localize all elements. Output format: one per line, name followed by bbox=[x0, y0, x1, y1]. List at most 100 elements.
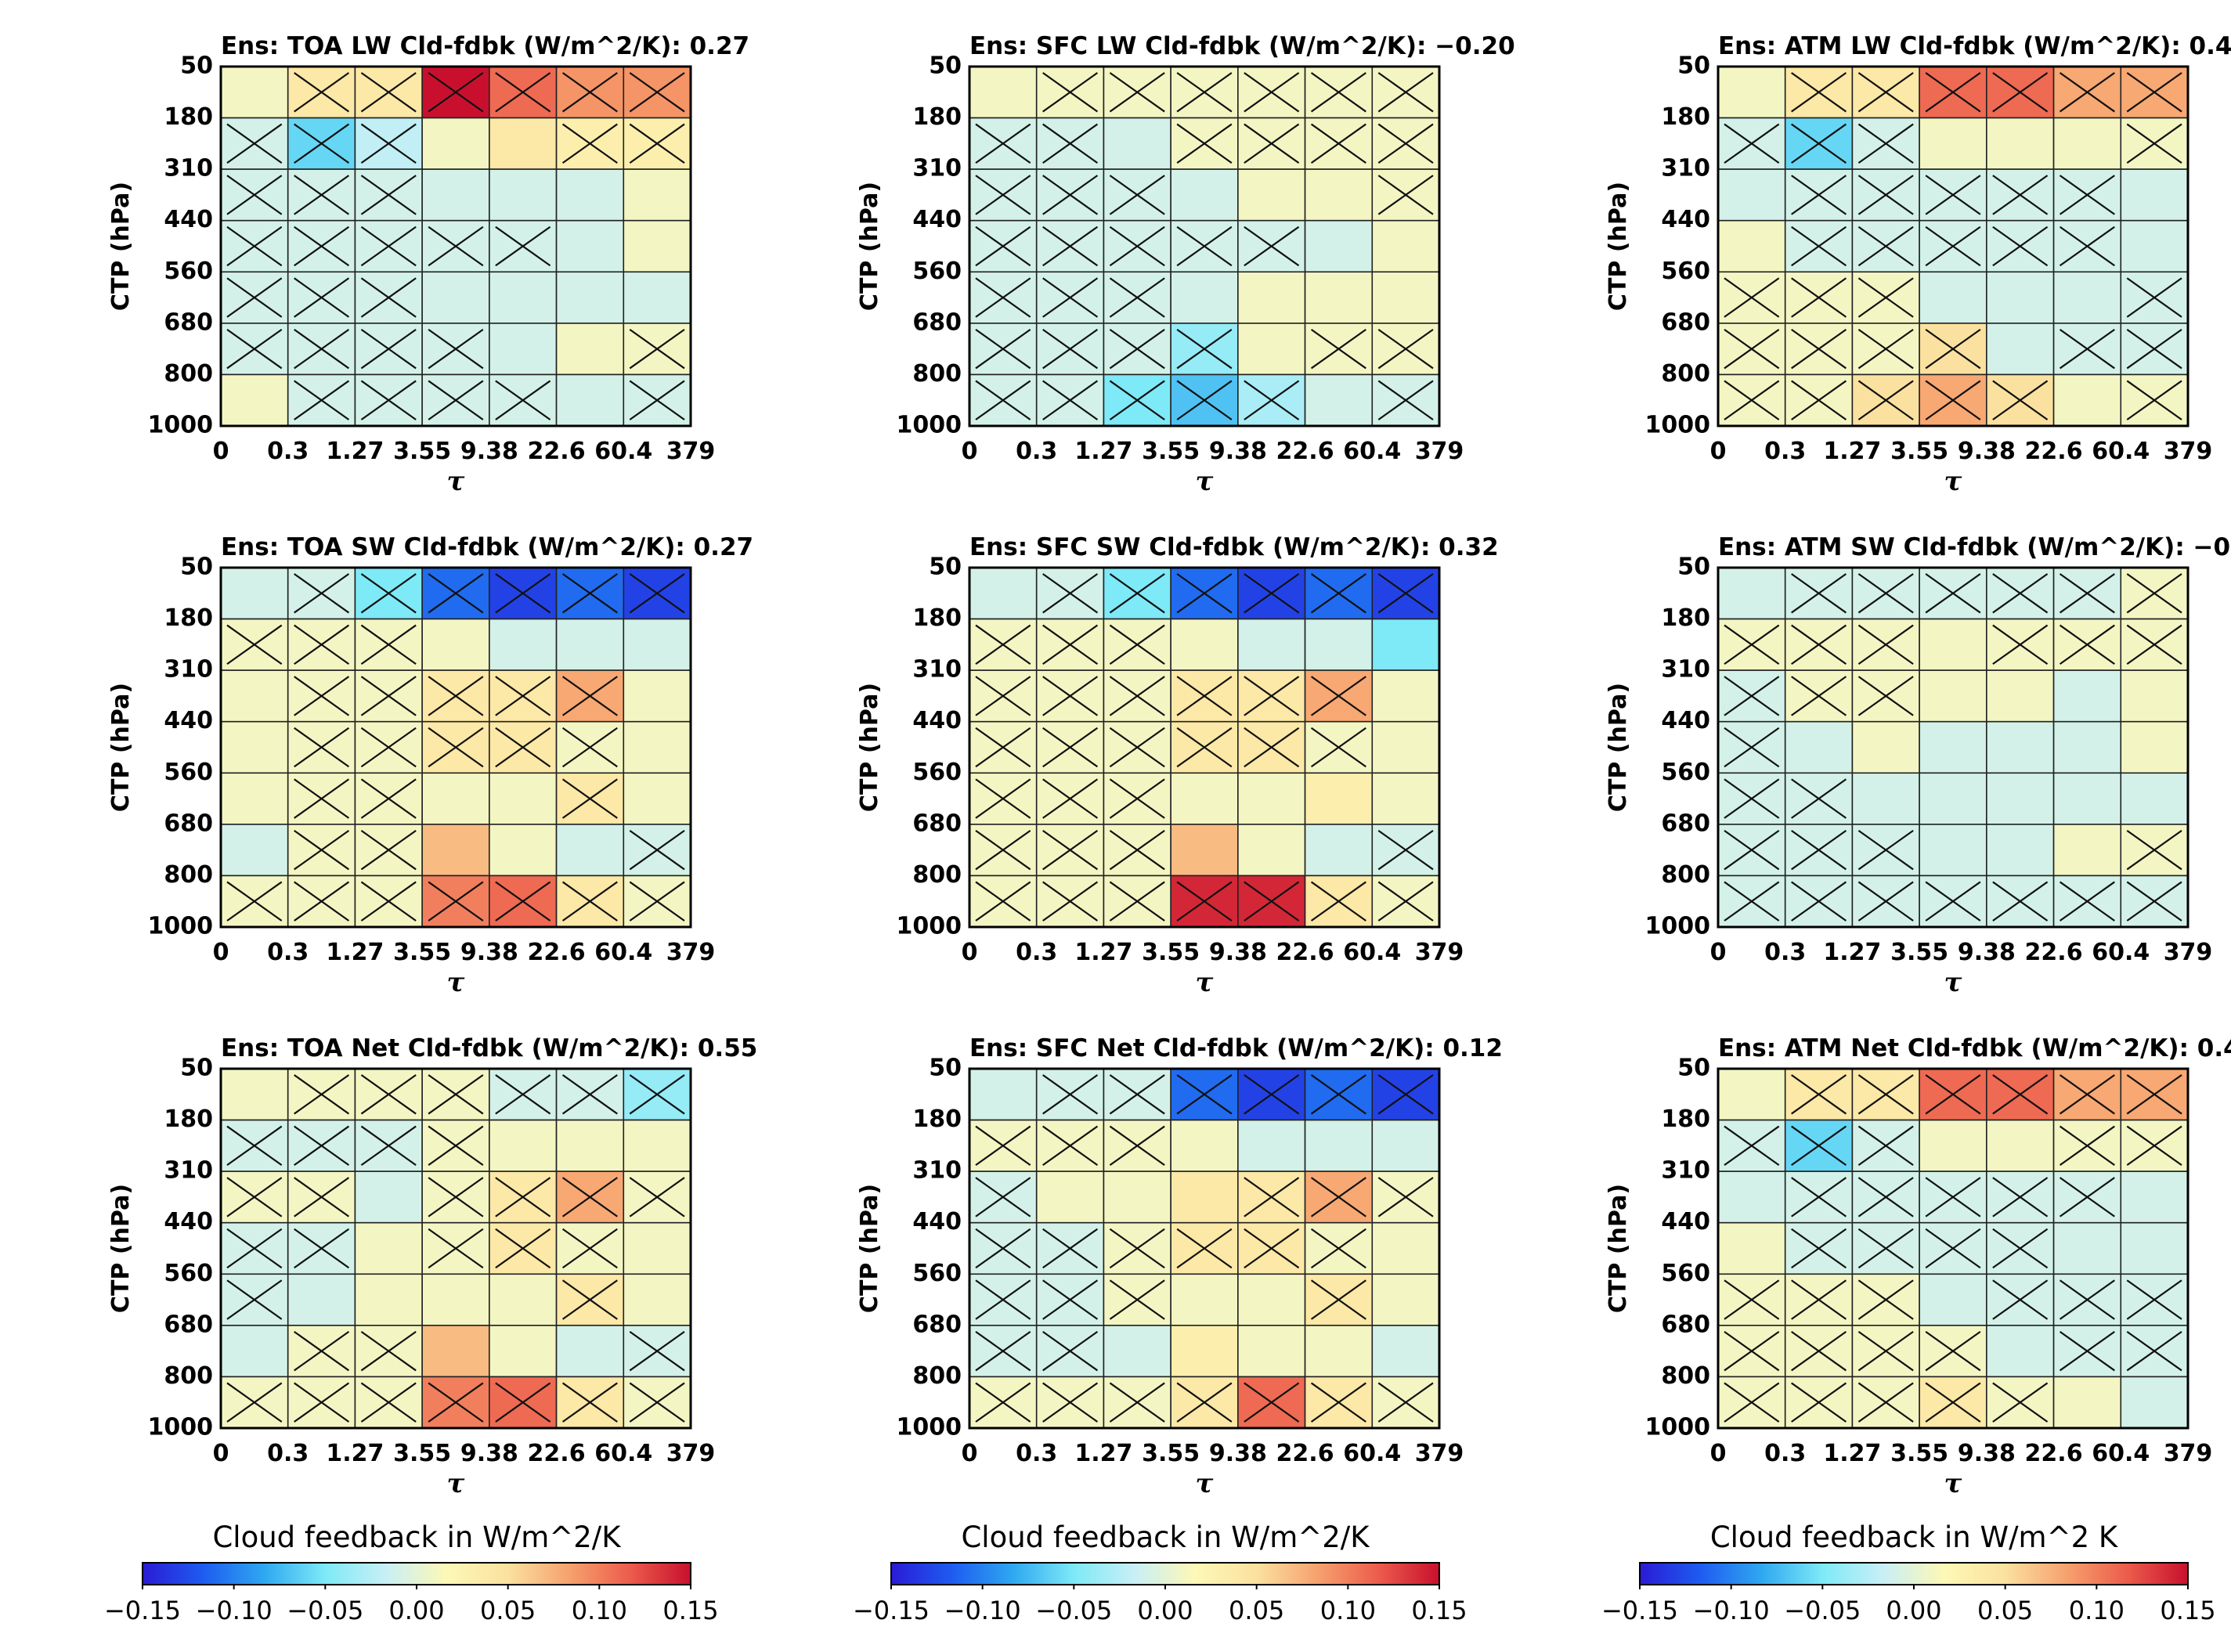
significance-cross-mark bbox=[1310, 1177, 1366, 1217]
heatmap-cell bbox=[623, 772, 691, 825]
x-tick-label: 22.6 bbox=[1276, 438, 1334, 465]
y-tick-label: 310 bbox=[164, 155, 213, 182]
heatmap-cell bbox=[1237, 271, 1306, 324]
significance-cross-mark bbox=[1310, 573, 1366, 614]
significance-cross-mark bbox=[294, 72, 350, 113]
heatmap-cell bbox=[1986, 1119, 2055, 1172]
heatmap-cell bbox=[489, 1273, 558, 1326]
colorbar-tick-label: −0.05 bbox=[1035, 1596, 1112, 1625]
y-tick-label: 1000 bbox=[1645, 412, 1711, 439]
significance-cross-mark bbox=[2059, 1074, 2115, 1115]
heatmap-cell bbox=[1237, 1273, 1306, 1326]
heatmap-cell bbox=[555, 373, 625, 427]
y-tick-label: 50 bbox=[929, 1055, 962, 1082]
heatmap-cell bbox=[555, 618, 625, 671]
heatmap-cell bbox=[1035, 323, 1105, 376]
significance-cross-mark bbox=[1377, 1382, 1434, 1423]
significance-cross-mark bbox=[495, 72, 551, 113]
significance-cross-mark bbox=[1377, 175, 1434, 215]
significance-cross-mark bbox=[561, 1074, 618, 1115]
x-tick-label: 0.3 bbox=[1764, 438, 1806, 465]
colorbar-tick-label: 0.15 bbox=[2160, 1596, 2215, 1625]
significance-cross-mark bbox=[1310, 123, 1366, 164]
significance-cross-mark bbox=[1244, 676, 1300, 716]
heatmap-cell bbox=[1717, 168, 1786, 222]
significance-cross-mark bbox=[2126, 829, 2182, 871]
heatmap-cell bbox=[1170, 373, 1239, 427]
significance-cross-mark bbox=[1724, 829, 1780, 871]
y-tick-label: 50 bbox=[929, 554, 962, 581]
heatmap-cell bbox=[421, 1325, 490, 1378]
significance-cross-mark bbox=[561, 72, 618, 113]
significance-cross-mark bbox=[294, 881, 350, 922]
significance-cross-mark bbox=[975, 676, 1031, 716]
significance-cross-mark bbox=[226, 328, 283, 370]
x-tick-label: 379 bbox=[1415, 1440, 1464, 1467]
significance-cross-mark bbox=[495, 1074, 551, 1115]
x-tick-label: 60.4 bbox=[2092, 438, 2150, 465]
heatmap-cell bbox=[1304, 824, 1374, 877]
heatmap-cell bbox=[555, 168, 625, 222]
heatmap-cell bbox=[1986, 772, 2055, 825]
x-tick-label: 60.4 bbox=[594, 1440, 652, 1467]
significance-cross-mark bbox=[1791, 175, 1847, 215]
heatmap-cell bbox=[1986, 669, 2055, 723]
significance-cross-mark bbox=[1724, 1279, 1780, 1320]
x-axis-label: τ bbox=[447, 466, 465, 497]
heatmap-cell bbox=[2120, 1170, 2189, 1224]
plot-frame bbox=[1717, 65, 2189, 427]
significance-cross-mark bbox=[1042, 1330, 1099, 1372]
x-tick-label: 0.3 bbox=[1016, 939, 1057, 966]
heatmap-cell bbox=[1237, 323, 1306, 376]
significance-cross-mark bbox=[1857, 123, 1914, 164]
significance-cross-mark bbox=[428, 1074, 484, 1115]
x-tick-label: 0 bbox=[213, 939, 229, 966]
significance-cross-mark bbox=[1042, 1125, 1099, 1167]
significance-cross-mark bbox=[1857, 829, 1914, 871]
y-tick-label: 560 bbox=[1661, 258, 1710, 285]
y-tick-label: 800 bbox=[164, 861, 213, 889]
y-tick-label: 1000 bbox=[897, 1414, 962, 1441]
significance-cross-mark bbox=[561, 1177, 618, 1217]
significance-cross-mark bbox=[1042, 1279, 1099, 1320]
heatmap-cell bbox=[2052, 373, 2122, 427]
significance-cross-mark bbox=[294, 225, 350, 267]
x-axis-label: τ bbox=[1196, 967, 1214, 998]
heatmap-cell bbox=[1170, 1325, 1239, 1378]
significance-cross-mark bbox=[629, 573, 685, 614]
y-tick-label: 180 bbox=[164, 103, 213, 131]
significance-cross-mark bbox=[975, 1125, 1031, 1167]
y-tick-label: 560 bbox=[912, 258, 962, 285]
significance-cross-mark bbox=[1244, 1074, 1300, 1115]
significance-cross-mark bbox=[1377, 881, 1434, 922]
significance-cross-mark bbox=[360, 380, 417, 420]
significance-cross-mark bbox=[1109, 1382, 1165, 1423]
significance-cross-mark bbox=[1992, 72, 2049, 113]
heatmap-cell bbox=[1986, 1325, 2055, 1378]
significance-cross-mark bbox=[975, 881, 1031, 922]
significance-cross-mark bbox=[226, 123, 283, 164]
heatmap-cell bbox=[1717, 219, 1786, 273]
heatmap-cell bbox=[1851, 720, 1920, 774]
heatmap-cell bbox=[1919, 373, 1987, 427]
significance-cross-mark bbox=[1791, 829, 1847, 871]
heatmap-cell bbox=[2120, 772, 2189, 825]
x-tick-label: 1.27 bbox=[326, 1440, 384, 1467]
heatmap-cell bbox=[1103, 1170, 1171, 1224]
heatmap-cell bbox=[421, 117, 490, 170]
significance-cross-mark bbox=[360, 829, 417, 871]
x-tick-label: 0 bbox=[962, 1440, 978, 1467]
heatmap-cell bbox=[489, 824, 558, 877]
x-tick-label: 379 bbox=[1415, 438, 1464, 465]
significance-cross-mark bbox=[360, 277, 417, 318]
colorbar-tick-label: −0.05 bbox=[287, 1596, 363, 1625]
significance-cross-mark bbox=[1992, 225, 2049, 267]
significance-cross-mark bbox=[1925, 1177, 1981, 1217]
y-tick-label: 440 bbox=[164, 206, 213, 233]
significance-cross-mark bbox=[1925, 1330, 1981, 1372]
y-tick-label: 680 bbox=[912, 810, 962, 837]
y-tick-label: 560 bbox=[1661, 759, 1710, 786]
significance-cross-mark bbox=[975, 624, 1031, 665]
significance-cross-mark bbox=[294, 829, 350, 871]
